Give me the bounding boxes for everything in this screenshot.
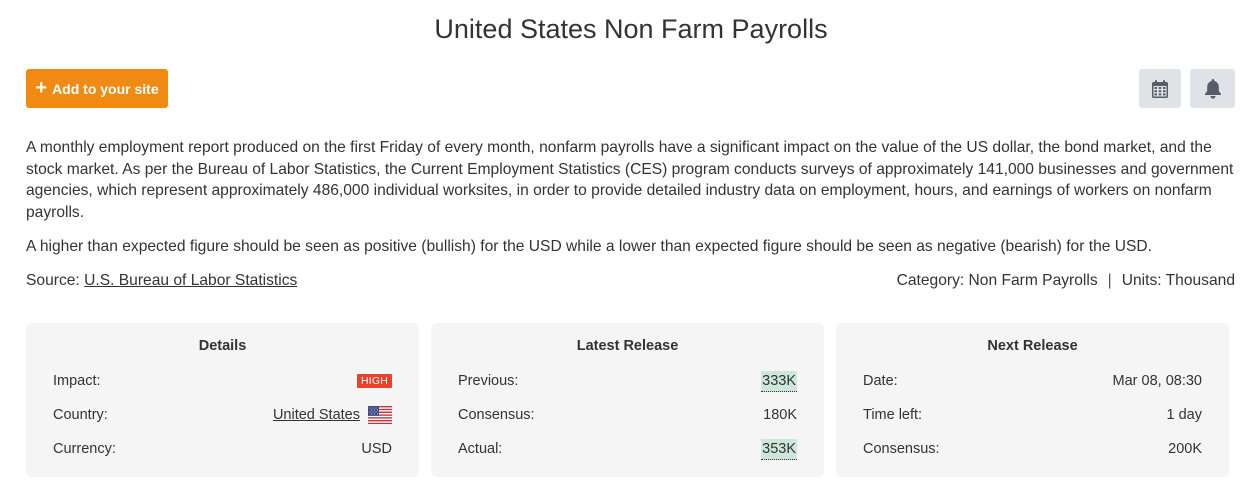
description-note: A higher than expected figure should be …: [26, 238, 1153, 255]
latest-release-card: Latest Release Previous: 333K Consensus:…: [431, 323, 824, 477]
source-line: Source: U.S. Bureau of Labor Statistics: [26, 270, 297, 291]
next-release-card: Next Release Date: Mar 08, 08:30 Time le…: [836, 323, 1229, 477]
country-row: Country: United States: [53, 404, 392, 426]
time-left-value: 1 day: [1166, 407, 1202, 423]
previous-value[interactable]: 333K: [761, 370, 797, 392]
calendar-button[interactable]: [1139, 69, 1181, 108]
currency-row: Currency: USD: [53, 438, 392, 460]
description-paragraph: A monthly employment report produced on …: [26, 139, 1234, 221]
next-consensus-row: Consensus: 200K: [863, 438, 1202, 460]
consensus-row: Consensus: 180K: [458, 404, 797, 426]
next-consensus-value: 200K: [1168, 441, 1202, 457]
date-value: Mar 08, 08:30: [1112, 373, 1202, 389]
date-row: Date: Mar 08, 08:30: [863, 370, 1202, 392]
next-consensus-label: Consensus:: [863, 441, 940, 457]
currency-value: USD: [361, 441, 392, 457]
previous-row: Previous: 333K: [458, 370, 797, 392]
impact-row: Impact: HIGH: [53, 370, 392, 392]
country-label: Country:: [53, 407, 108, 423]
category-text: Category: Non Farm Payrolls: [896, 272, 1098, 289]
source-link[interactable]: U.S. Bureau of Labor Statistics: [84, 272, 298, 289]
details-title: Details: [198, 338, 247, 354]
details-card: Details Impact: HIGH Country: United Sta…: [26, 323, 419, 477]
actual-value[interactable]: 353K: [761, 438, 797, 460]
actual-label: Actual:: [458, 441, 503, 457]
date-label: Date:: [863, 373, 898, 389]
page-title: United States Non Farm Payrolls: [434, 14, 828, 44]
alert-button[interactable]: [1190, 69, 1235, 108]
previous-label: Previous:: [458, 373, 519, 389]
calendar-icon: [1152, 79, 1168, 98]
latest-release-title: Latest Release: [576, 338, 679, 354]
time-left-label: Time left:: [863, 407, 923, 423]
next-release-title: Next Release: [987, 338, 1078, 354]
plus-icon: +: [35, 76, 48, 99]
actual-row: Actual: 353K: [458, 438, 797, 460]
add-to-site-label: Add to your site: [52, 80, 159, 97]
meta-separator: |: [1107, 272, 1112, 289]
add-to-site-button[interactable]: + Add to your site: [26, 69, 168, 108]
source-label: Source:: [26, 272, 80, 289]
bell-icon: [1204, 78, 1221, 99]
impact-label: Impact:: [53, 373, 101, 389]
impact-badge: HIGH: [356, 374, 392, 388]
units-text: Units: Thousand: [1121, 272, 1235, 289]
meta-line: Category: Non Farm Payrolls | Units: Thous…: [897, 270, 1235, 291]
country-link[interactable]: United States: [272, 407, 360, 423]
consensus-value: 180K: [763, 407, 797, 423]
currency-label: Currency:: [53, 441, 116, 457]
time-left-row: Time left: 1 day: [863, 404, 1202, 426]
consensus-label: Consensus:: [458, 407, 535, 423]
us-flag-icon: [368, 406, 392, 424]
